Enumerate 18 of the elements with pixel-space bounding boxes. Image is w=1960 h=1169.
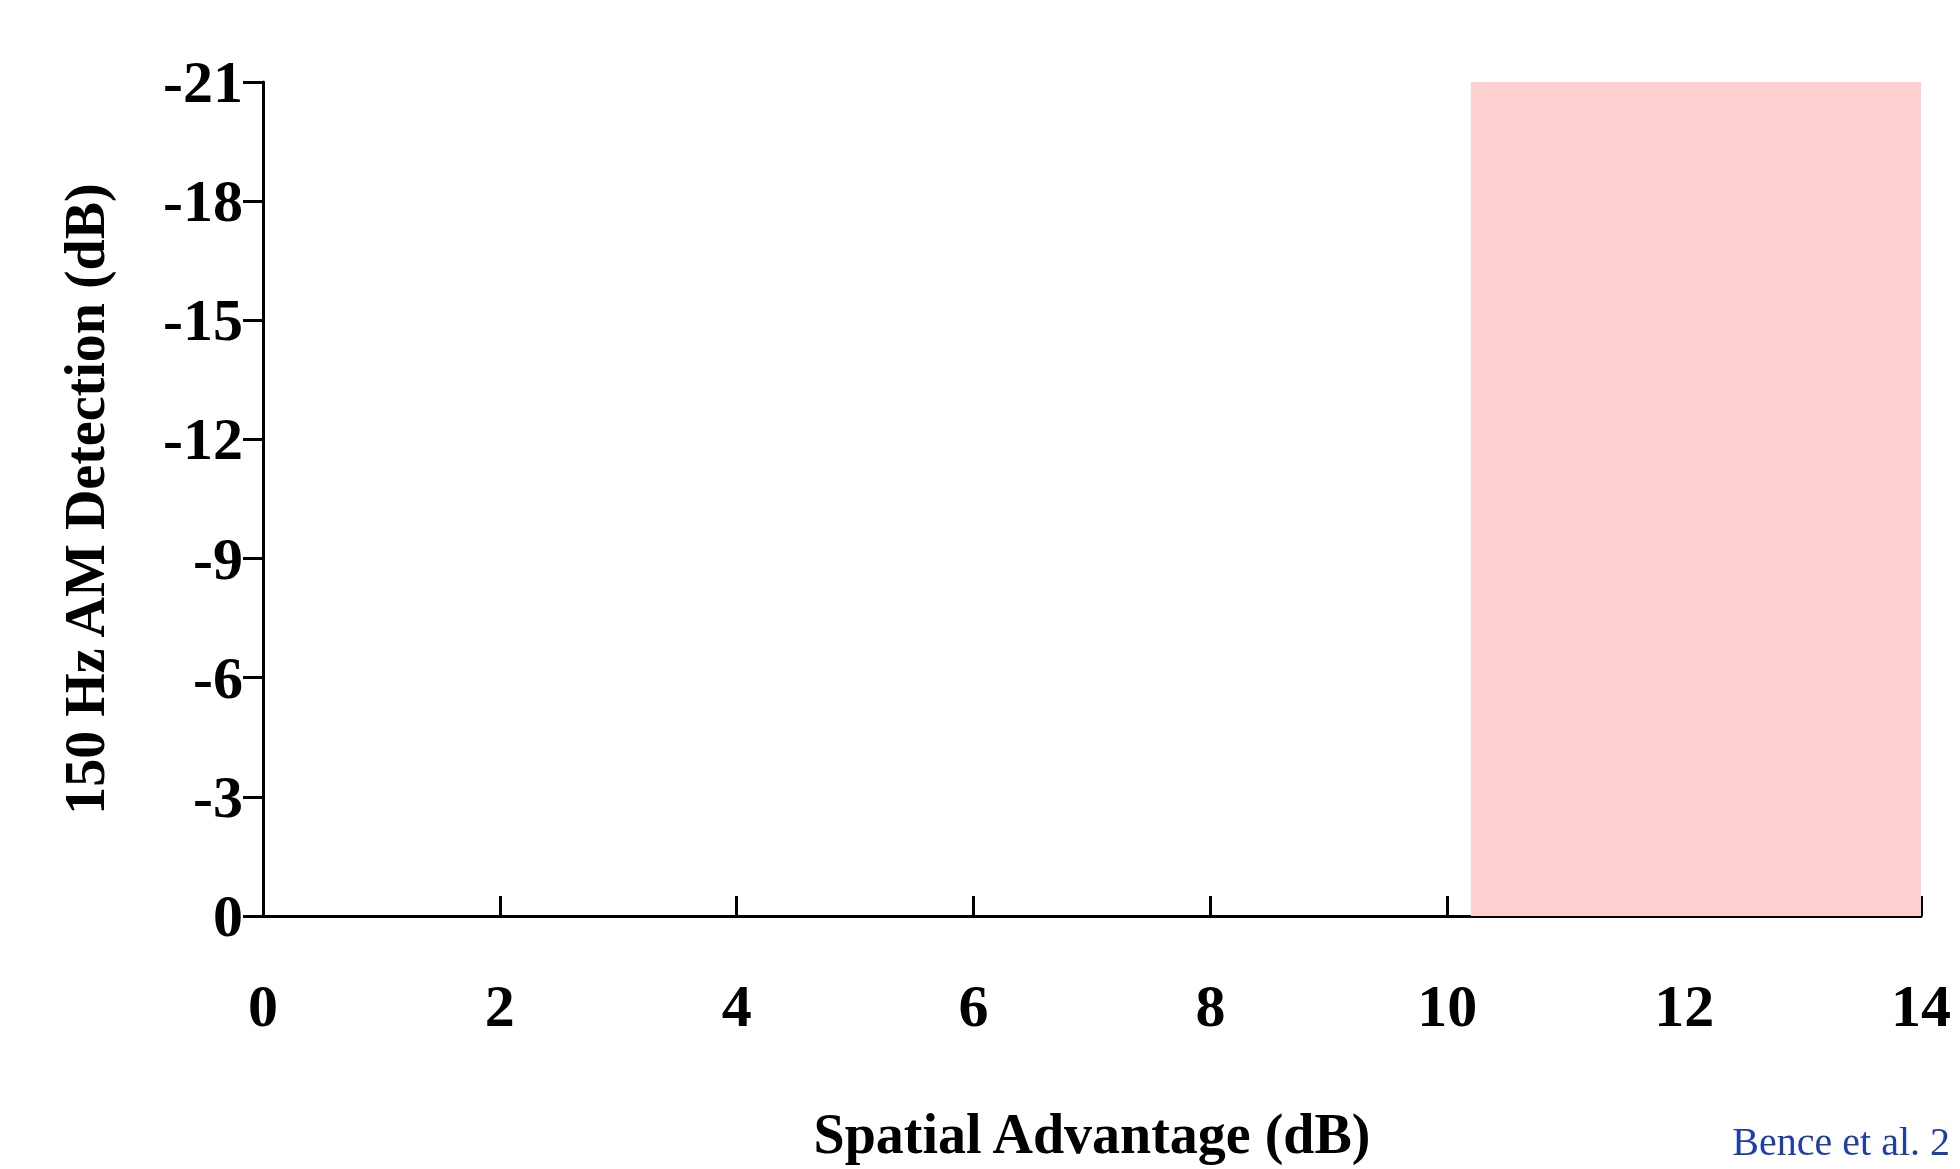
y-tick-label: -15	[163, 287, 243, 354]
x-tick-label: 4	[721, 973, 752, 1039]
x-tick-label: 14	[1891, 973, 1951, 1039]
y-axis-title: 150 Hz AM Detection (dB)	[54, 183, 117, 815]
x-tick-label: 12	[1654, 973, 1715, 1039]
text: Bence et al. 2	[1732, 1118, 1951, 1164]
x-tick-label: 10	[1417, 973, 1478, 1039]
y-tick-label: -6	[193, 644, 243, 711]
x-tick-label: 8	[1195, 973, 1226, 1039]
x-axis-title: Spatial Advantage (dB)	[813, 1103, 1371, 1166]
y-tick-label: -21	[163, 49, 243, 115]
x-tick-label: 6	[958, 973, 989, 1039]
x-tick-label: 2	[484, 973, 515, 1039]
y-tick-label: 0	[213, 883, 243, 949]
y-tick-label: -3	[193, 763, 243, 830]
y-tick-label: -9	[193, 525, 243, 592]
y-tick-label: -12	[163, 406, 243, 473]
y-tick-label: -18	[163, 168, 243, 235]
